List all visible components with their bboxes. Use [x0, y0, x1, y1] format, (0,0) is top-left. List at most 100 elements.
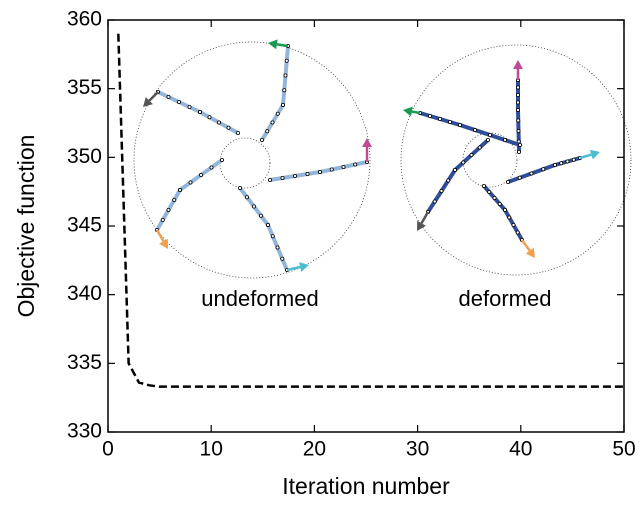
arrow-shaft	[286, 265, 301, 272]
x-tick-label: 10	[200, 438, 223, 461]
node	[282, 88, 287, 93]
node	[469, 152, 474, 157]
node	[517, 175, 522, 180]
arrow-head	[589, 149, 600, 160]
y-tick-label: 330	[67, 420, 102, 443]
arm	[426, 138, 490, 214]
node	[505, 179, 510, 184]
node	[329, 167, 334, 172]
node	[177, 187, 182, 192]
node	[507, 215, 512, 220]
node	[270, 120, 275, 125]
arm	[238, 186, 289, 271]
plot-frame	[107, 19, 625, 433]
node	[259, 137, 264, 142]
node	[518, 142, 523, 147]
node	[432, 199, 437, 204]
node	[492, 195, 497, 200]
node	[283, 73, 288, 78]
node	[516, 85, 521, 90]
node	[280, 175, 285, 180]
node	[275, 245, 280, 250]
node	[166, 207, 171, 212]
node	[172, 197, 177, 202]
y-tick-label: 350	[67, 145, 102, 168]
node	[219, 157, 224, 162]
node	[487, 132, 492, 137]
y-tick-label: 340	[67, 282, 102, 305]
node	[280, 256, 285, 261]
node	[166, 95, 171, 100]
arrow-shaft	[411, 110, 421, 115]
node	[502, 207, 507, 212]
node	[485, 137, 490, 142]
x-tick-label: 40	[509, 438, 532, 461]
node	[472, 127, 477, 132]
inner-circle	[219, 137, 271, 189]
node	[437, 117, 442, 122]
node	[284, 58, 289, 63]
node	[452, 167, 457, 172]
node	[197, 110, 202, 115]
node	[280, 103, 285, 108]
y-tick-label: 335	[67, 351, 102, 374]
inset-diagrams	[133, 39, 632, 279]
data-line	[117, 33, 624, 388]
x-tick-label: 20	[303, 438, 326, 461]
node	[198, 172, 203, 177]
node	[529, 171, 534, 176]
node	[251, 204, 256, 209]
node	[516, 108, 521, 113]
node	[216, 120, 221, 125]
y-axis-label: Objective function	[13, 135, 39, 318]
node	[553, 162, 558, 167]
annotation: undeformed	[201, 286, 318, 311]
arrow-head	[525, 247, 535, 258]
annotation: deformed	[459, 286, 552, 311]
arrow-shaft	[155, 229, 165, 242]
arm	[260, 45, 290, 142]
x-axis-label: Iteration number	[282, 473, 450, 499]
x-tick-label: 30	[406, 438, 429, 461]
arrow-shaft	[276, 43, 289, 48]
node	[237, 185, 242, 190]
node	[571, 157, 576, 162]
node	[559, 161, 564, 166]
node	[541, 167, 546, 172]
node	[497, 201, 502, 206]
node	[258, 213, 263, 218]
node	[292, 173, 297, 178]
node	[244, 195, 249, 200]
node	[427, 114, 432, 119]
arrow-head	[513, 60, 523, 69]
arrow-shaft	[148, 91, 159, 102]
node	[477, 145, 482, 150]
node	[160, 217, 165, 222]
arm	[155, 158, 224, 231]
arrow-head	[362, 138, 372, 147]
node	[265, 222, 270, 227]
arrow-shaft	[520, 239, 531, 252]
node	[461, 160, 466, 165]
arrow-head	[417, 220, 426, 231]
node	[209, 165, 214, 170]
node	[481, 183, 486, 188]
node	[502, 137, 507, 142]
node	[457, 123, 462, 128]
node	[447, 120, 452, 125]
node	[517, 149, 522, 154]
node	[317, 169, 322, 174]
y-tick-label: 360	[67, 8, 102, 31]
node	[439, 188, 444, 193]
node	[516, 93, 521, 98]
node	[207, 115, 212, 120]
y-tick-label: 355	[67, 76, 102, 99]
arrow-head	[299, 262, 309, 272]
arrow-shaft	[579, 153, 592, 160]
node	[265, 129, 270, 134]
node	[235, 130, 240, 135]
y-tick-label: 345	[67, 214, 102, 237]
arrow-head	[268, 39, 278, 50]
node	[516, 128, 521, 133]
